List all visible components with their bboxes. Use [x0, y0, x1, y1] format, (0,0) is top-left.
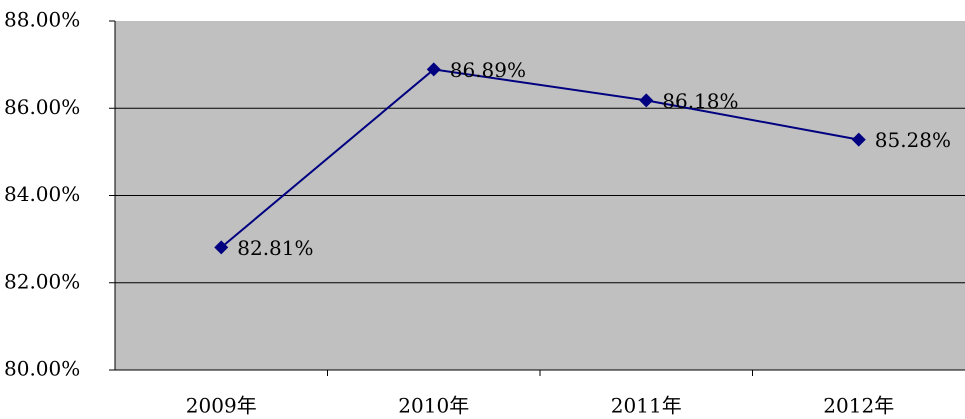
marker [426, 62, 441, 77]
y-tick-label: 84.00% [4, 182, 80, 206]
y-tick-label: 86.00% [4, 95, 80, 119]
marker [214, 240, 229, 255]
x-tick-label: 2009年 [186, 394, 257, 418]
data-label: 86.89% [450, 58, 526, 82]
x-tick-label: 2010年 [398, 394, 469, 418]
data-label: 86.18% [662, 89, 738, 113]
y-tick-label: 88.00% [4, 8, 80, 32]
data-label: 85.28% [875, 128, 951, 152]
x-tick-label: 2012年 [823, 394, 894, 418]
marker [851, 132, 866, 147]
y-tick-label: 80.00% [4, 357, 80, 381]
data-label: 82.81% [237, 236, 313, 260]
line [220, 68, 859, 249]
y-tick-label: 82.00% [4, 269, 80, 293]
marker [639, 93, 654, 108]
x-tick-label: 2011年 [611, 394, 682, 418]
